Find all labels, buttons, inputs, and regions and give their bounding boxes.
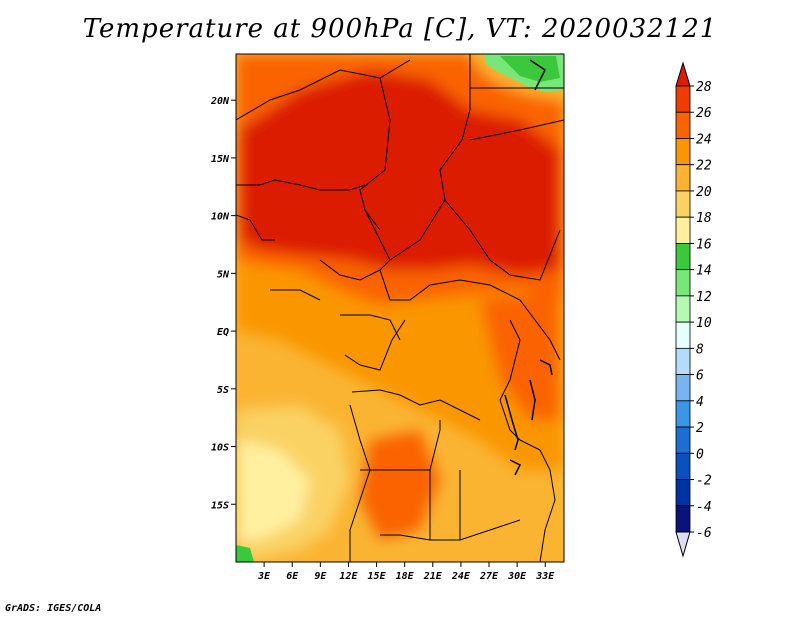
colorbar-swatch xyxy=(675,374,691,402)
lat-tick-label: 5S xyxy=(217,385,229,396)
temperature-map xyxy=(236,54,564,562)
lat-tick-label: 20N xyxy=(210,96,230,107)
lon-tick-label: 24E xyxy=(451,571,471,582)
latitude-axis: 20N 15N 10N 5N EQ 5S 10S 15S xyxy=(210,96,236,511)
lat-tick-label: 10S xyxy=(211,443,229,454)
lat-tick-label: 15S xyxy=(211,500,229,511)
colorbar-level-label: 10 xyxy=(696,316,712,331)
colorbar-swatch xyxy=(675,452,691,480)
map-title: Temperature at 900hPa [C], VT: 202003212… xyxy=(82,14,718,44)
temperature-fill-regions xyxy=(236,54,564,560)
grads-credit: GrADS: IGES/COLA xyxy=(5,603,102,614)
green-patch-sw xyxy=(236,545,254,562)
colorbar-level-label: 16 xyxy=(696,237,712,252)
map-frame xyxy=(235,53,565,563)
colorbar-level-label: 22 xyxy=(696,159,712,174)
colorbar-level-label: 6 xyxy=(696,369,704,384)
colorbar-swatch xyxy=(675,85,691,113)
colorbar-swatch xyxy=(675,138,691,166)
colorbar-level-label: 2 xyxy=(696,421,704,436)
colorbar-level-label: 14 xyxy=(696,264,712,279)
colorbar-swatch xyxy=(675,190,691,218)
lon-tick-label: 33E xyxy=(535,571,555,582)
colorbar-level-label: 8 xyxy=(696,342,704,357)
colorbar-level-label: 0 xyxy=(696,447,704,462)
colorbar-level-label: -6 xyxy=(696,526,712,541)
lon-tick-label: 21E xyxy=(423,571,443,582)
green-patch-14-16 xyxy=(500,56,560,82)
colorbar-swatch xyxy=(675,400,691,428)
colorbar-swatch xyxy=(675,321,691,349)
colorbar-swatch xyxy=(675,111,691,139)
region-24-26-east xyxy=(480,290,560,420)
colorbar-level-label: 12 xyxy=(696,290,712,305)
lon-tick-label: 6E xyxy=(286,571,299,582)
colorbar-level-label: -4 xyxy=(696,500,712,515)
colorbar-swatch xyxy=(675,479,691,507)
colorbar-swatch xyxy=(675,426,691,454)
region-24-26-south xyxy=(360,430,440,540)
region-16-18 xyxy=(236,440,310,540)
colorbar-bottom-arrow xyxy=(675,531,691,558)
colorbar-level-label: 4 xyxy=(696,395,704,410)
colorbar-level-label: -2 xyxy=(696,474,712,489)
lat-tick-label: 15N xyxy=(211,154,230,165)
lat-tick-label: 10N xyxy=(211,212,230,223)
colorbar-swatch xyxy=(675,347,691,375)
lat-tick-label: EQ xyxy=(217,327,229,338)
colorbar-swatch xyxy=(675,505,691,533)
lon-tick-label: 30E xyxy=(507,571,527,582)
lon-tick-label: 18E xyxy=(396,571,415,582)
lon-tick-label: 15E xyxy=(368,571,387,582)
colorbar-swatch xyxy=(675,216,691,244)
lat-tick-label: 5N xyxy=(217,269,230,280)
colorbar-level-label: 20 xyxy=(696,185,712,200)
colorbar-swatch xyxy=(675,243,691,271)
region-26-28 xyxy=(240,70,560,275)
colorbar-swatch xyxy=(675,295,691,323)
colorbar-level-label: 24 xyxy=(696,132,712,147)
colorbar-swatch xyxy=(675,269,691,297)
colorbar-level-label: 18 xyxy=(696,211,712,226)
colorbar-swatch xyxy=(675,164,691,192)
lon-tick-label: 27E xyxy=(479,571,499,582)
lake-outlines xyxy=(504,59,553,476)
colorbar-level-label: 28 xyxy=(696,80,712,95)
lon-tick-label: 3E xyxy=(257,571,271,582)
country-borders xyxy=(236,54,564,562)
lon-tick-label: 12E xyxy=(339,571,358,582)
lon-tick-label: 9E xyxy=(314,571,327,582)
colorbar-level-label: 26 xyxy=(696,106,712,121)
colorbar-top-arrow xyxy=(675,61,691,87)
longitude-axis: 3E 6E 9E 12E 15E 18E 21E 24E 27E 30E 33E xyxy=(257,562,555,582)
